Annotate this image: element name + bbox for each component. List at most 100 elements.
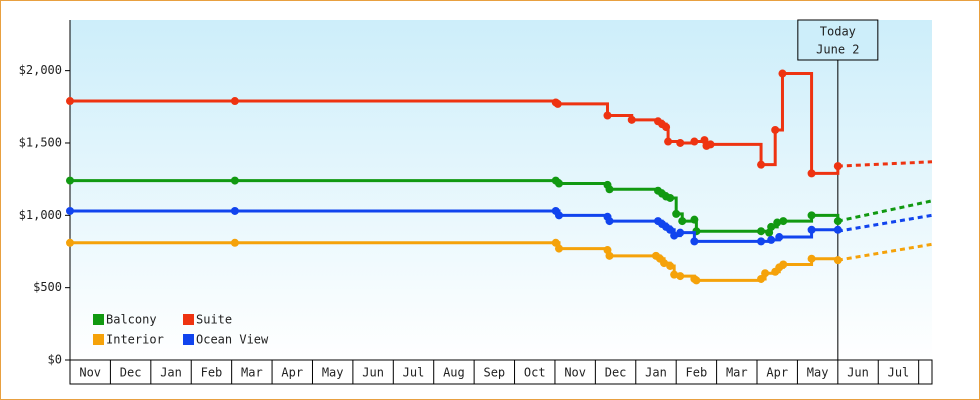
price-point xyxy=(66,206,74,215)
x-tick-label: Jul xyxy=(403,366,425,380)
x-tick-label: Jun xyxy=(847,366,869,380)
price-point xyxy=(690,237,699,246)
price-point xyxy=(672,209,681,218)
y-tick-label: $0 xyxy=(48,353,62,367)
x-tick-label: Nov xyxy=(79,366,101,380)
price-point xyxy=(775,233,784,242)
price-point xyxy=(771,125,780,134)
y-tick-label: $2,000 xyxy=(19,63,62,77)
price-point xyxy=(66,176,74,185)
x-tick-label: Mar xyxy=(726,366,748,380)
price-point xyxy=(757,160,766,169)
price-point xyxy=(664,137,673,146)
price-point xyxy=(554,179,563,188)
x-tick-label: Feb xyxy=(686,366,708,380)
x-tick-label: Apr xyxy=(766,366,788,380)
price-point xyxy=(66,97,74,106)
price-point xyxy=(833,225,842,234)
price-point xyxy=(554,211,563,220)
price-point xyxy=(553,99,562,108)
price-point xyxy=(627,115,636,124)
x-tick-label: May xyxy=(322,366,344,380)
price-point xyxy=(230,238,239,247)
price-point xyxy=(833,217,842,226)
price-point xyxy=(767,222,776,231)
price-point xyxy=(230,206,239,215)
price-point xyxy=(757,237,766,246)
legend-label: Ocean View xyxy=(196,333,269,347)
price-point xyxy=(690,137,699,146)
price-point xyxy=(807,169,816,178)
price-point xyxy=(678,217,687,226)
legend-swatch xyxy=(93,334,104,345)
price-point xyxy=(767,235,776,244)
price-point xyxy=(833,256,842,265)
plot-area xyxy=(70,20,932,360)
price-point xyxy=(807,225,816,234)
price-point xyxy=(757,227,766,236)
x-tick-label: Aug xyxy=(443,366,465,380)
price-point xyxy=(779,217,788,226)
x-tick-label: Jan xyxy=(645,366,667,380)
price-point xyxy=(230,97,239,106)
price-point xyxy=(554,244,563,253)
price-point xyxy=(807,211,816,220)
price-point xyxy=(605,217,614,226)
today-label: Today xyxy=(820,25,856,39)
price-point xyxy=(778,69,787,78)
legend-swatch xyxy=(93,314,104,325)
price-point xyxy=(676,272,685,281)
today-box xyxy=(797,19,879,61)
y-tick-label: $1,500 xyxy=(19,135,62,149)
price-point xyxy=(230,176,239,185)
price-point xyxy=(666,261,675,270)
x-tick-label: Jan xyxy=(160,366,182,380)
legend-label: Interior xyxy=(106,333,164,347)
y-tick-label: $500 xyxy=(33,280,62,294)
y-tick-label: $1,000 xyxy=(19,208,62,222)
x-tick-label: Dec xyxy=(120,366,142,380)
price-point xyxy=(676,228,685,237)
price-point xyxy=(779,260,788,269)
legend-swatch xyxy=(183,314,194,325)
price-point xyxy=(666,225,675,234)
price-point xyxy=(706,140,715,149)
x-tick-label: Apr xyxy=(281,366,303,380)
price-point xyxy=(603,111,612,120)
price-point xyxy=(761,269,770,278)
legend-swatch xyxy=(183,334,194,345)
price-point xyxy=(757,274,766,283)
x-axis-band xyxy=(69,359,933,385)
legend-label: Suite xyxy=(196,313,232,327)
price-point xyxy=(833,162,842,171)
today-date: June 2 xyxy=(816,43,859,57)
x-tick-label: May xyxy=(807,366,829,380)
price-point xyxy=(690,215,699,224)
price-point xyxy=(670,270,679,279)
legend-label: Balcony xyxy=(106,313,157,327)
price-point xyxy=(605,251,614,260)
price-point xyxy=(660,259,669,268)
price-point xyxy=(807,254,816,263)
forecast-line xyxy=(837,213,933,233)
price-point xyxy=(662,123,671,132)
forecast-line xyxy=(837,242,933,262)
x-tick-label: Dec xyxy=(605,366,627,380)
price-point xyxy=(773,218,782,227)
price-point xyxy=(676,138,685,147)
price-point xyxy=(605,185,614,194)
x-tick-label: Nov xyxy=(564,366,586,380)
price-point xyxy=(66,238,74,247)
price-point xyxy=(670,231,679,240)
x-tick-label: Mar xyxy=(241,366,263,380)
price-point xyxy=(692,276,701,285)
forecast-line xyxy=(837,160,933,168)
x-tick-label: Sep xyxy=(483,366,505,380)
price-point xyxy=(666,193,675,202)
forecast-line xyxy=(837,199,933,223)
x-tick-label: Feb xyxy=(201,366,223,380)
x-tick-label: Oct xyxy=(524,366,546,380)
x-tick-label: Jun xyxy=(362,366,384,380)
x-tick-label: Jul xyxy=(888,366,910,380)
